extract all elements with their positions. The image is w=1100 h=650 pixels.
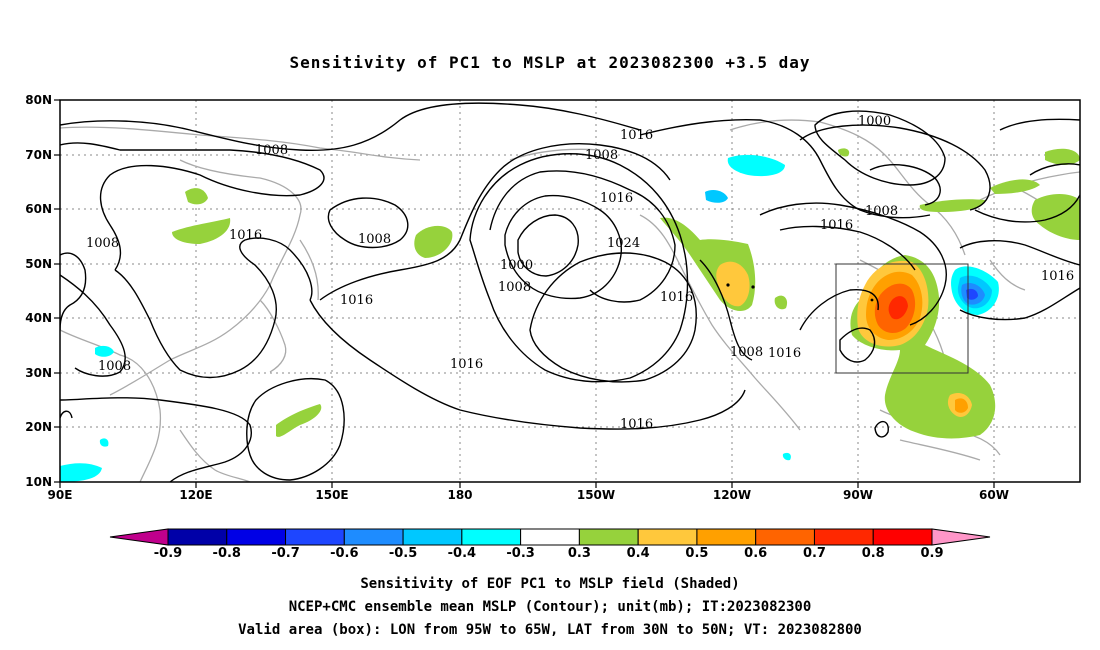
colorbar-upper-extension	[931, 528, 991, 546]
contour-label: 1016	[660, 290, 693, 305]
coastlines	[60, 119, 1080, 482]
grid-lines	[60, 100, 1080, 482]
colorbar-swatch	[696, 528, 757, 546]
lon-label: 120E	[179, 488, 212, 502]
lat-label: 50N	[25, 257, 52, 271]
lon-label: 150W	[577, 488, 615, 502]
colorbar-swatch	[343, 528, 404, 546]
colorbar: -0.9 -0.8 -0.7 -0.6 -0.5 -0.4 -0.3 0.3 0.4 0.5 0.6…	[109, 528, 991, 561]
colorbar-swatch	[402, 528, 463, 546]
markers	[726, 283, 874, 302]
footer-line-2: NCEP+CMC ensemble mean MSLP (Contour); u…	[289, 599, 812, 615]
lat-label: 20N	[25, 420, 52, 434]
contour-label: 1008	[255, 143, 288, 158]
colorbar-swatch	[755, 528, 815, 546]
contour-label: 1016	[768, 346, 801, 361]
lon-label: 120W	[713, 488, 751, 502]
valid-area-box	[835, 263, 969, 374]
colorbar-label: 0.8	[862, 546, 885, 561]
colorbar-label: 0.5	[685, 546, 708, 561]
lat-label: 30N	[25, 366, 52, 380]
colorbar-label: -0.5	[389, 546, 417, 561]
map-border	[59, 99, 1081, 483]
contour-label: 1008	[498, 280, 531, 295]
colorbar-label: -0.8	[213, 546, 241, 561]
contour-label: 1008	[358, 232, 391, 247]
mslp-contours	[60, 102, 1080, 482]
contour-label: 1008	[98, 359, 131, 374]
contour-label: 1016	[450, 357, 483, 372]
lon-labels: 90E 120E 150E 180 150W 120W 90W 60W	[48, 488, 1009, 502]
contour-label: 1016	[600, 191, 633, 206]
contour-label: 1000	[858, 114, 891, 129]
colorbar-swatch	[226, 528, 287, 546]
colorbar-label: -0.7	[271, 546, 299, 561]
colorbar-swatch	[520, 528, 580, 546]
colorbar-swatch	[813, 528, 874, 546]
contour-label: 1008	[585, 148, 618, 163]
contour-label: 1016	[620, 128, 653, 143]
contour-label: 1008	[865, 204, 898, 219]
colorbar-swatch	[872, 528, 933, 546]
contour-label: 1016	[1041, 269, 1074, 284]
colorbar-swatch	[285, 528, 345, 546]
colorbar-swatch	[461, 528, 522, 546]
footer-line-1: Sensitivity of EOF PC1 to MSLP field (Sh…	[360, 576, 739, 592]
lat-label: 70N	[25, 148, 52, 162]
colorbar-label: 0.3	[568, 546, 591, 561]
lon-label: 180	[447, 488, 472, 502]
lat-labels: 80N 70N 60N 50N 40N 30N 20N 10N	[25, 93, 52, 489]
lon-label: 90W	[843, 488, 873, 502]
colorbar-swatch	[637, 528, 698, 546]
lon-label: 150E	[315, 488, 348, 502]
colorbar-label: -0.6	[330, 546, 358, 561]
lon-label: 90E	[48, 488, 73, 502]
contour-label: 1016	[820, 218, 853, 233]
colorbar-label: 0.7	[803, 546, 826, 561]
colorbar-label: -0.3	[506, 546, 534, 561]
figure-title: Sensitivity of PC1 to MSLP at 2023082300…	[289, 53, 810, 72]
contour-label: 1008	[730, 345, 763, 360]
footer-line-3: Valid area (box): LON from 95W to 65W, L…	[238, 622, 862, 638]
colorbar-label: 0.4	[627, 546, 650, 561]
tick-marks	[54, 99, 995, 488]
sensitivity-shading	[60, 148, 1080, 482]
lat-label: 60N	[25, 202, 52, 216]
contour-label: 1000	[500, 258, 533, 273]
colorbar-swatch	[167, 528, 228, 546]
contour-label: 1008	[86, 236, 119, 251]
map-panel: 1008 1008 1008 1008 1008 1008 1008 1008 …	[60, 100, 1080, 482]
lat-label: 10N	[25, 475, 52, 489]
lat-label: 40N	[25, 311, 52, 325]
colorbar-label: 0.9	[920, 546, 943, 561]
colorbar-label: -0.4	[448, 546, 476, 561]
lon-label: 60W	[979, 488, 1009, 502]
colorbar-lower-extension	[109, 528, 169, 546]
lat-label: 80N	[25, 93, 52, 107]
colorbar-label: -0.9	[154, 546, 182, 561]
contour-labels: 1008 1008 1008 1008 1008 1008 1008 1008 …	[86, 114, 1074, 432]
contour-label: 1016	[620, 417, 653, 432]
colorbar-label: 0.6	[744, 546, 767, 561]
colorbar-swatch	[578, 528, 639, 546]
contour-label: 1024	[607, 236, 640, 251]
contour-label: 1016	[229, 228, 262, 243]
contour-label: 1016	[340, 293, 373, 308]
